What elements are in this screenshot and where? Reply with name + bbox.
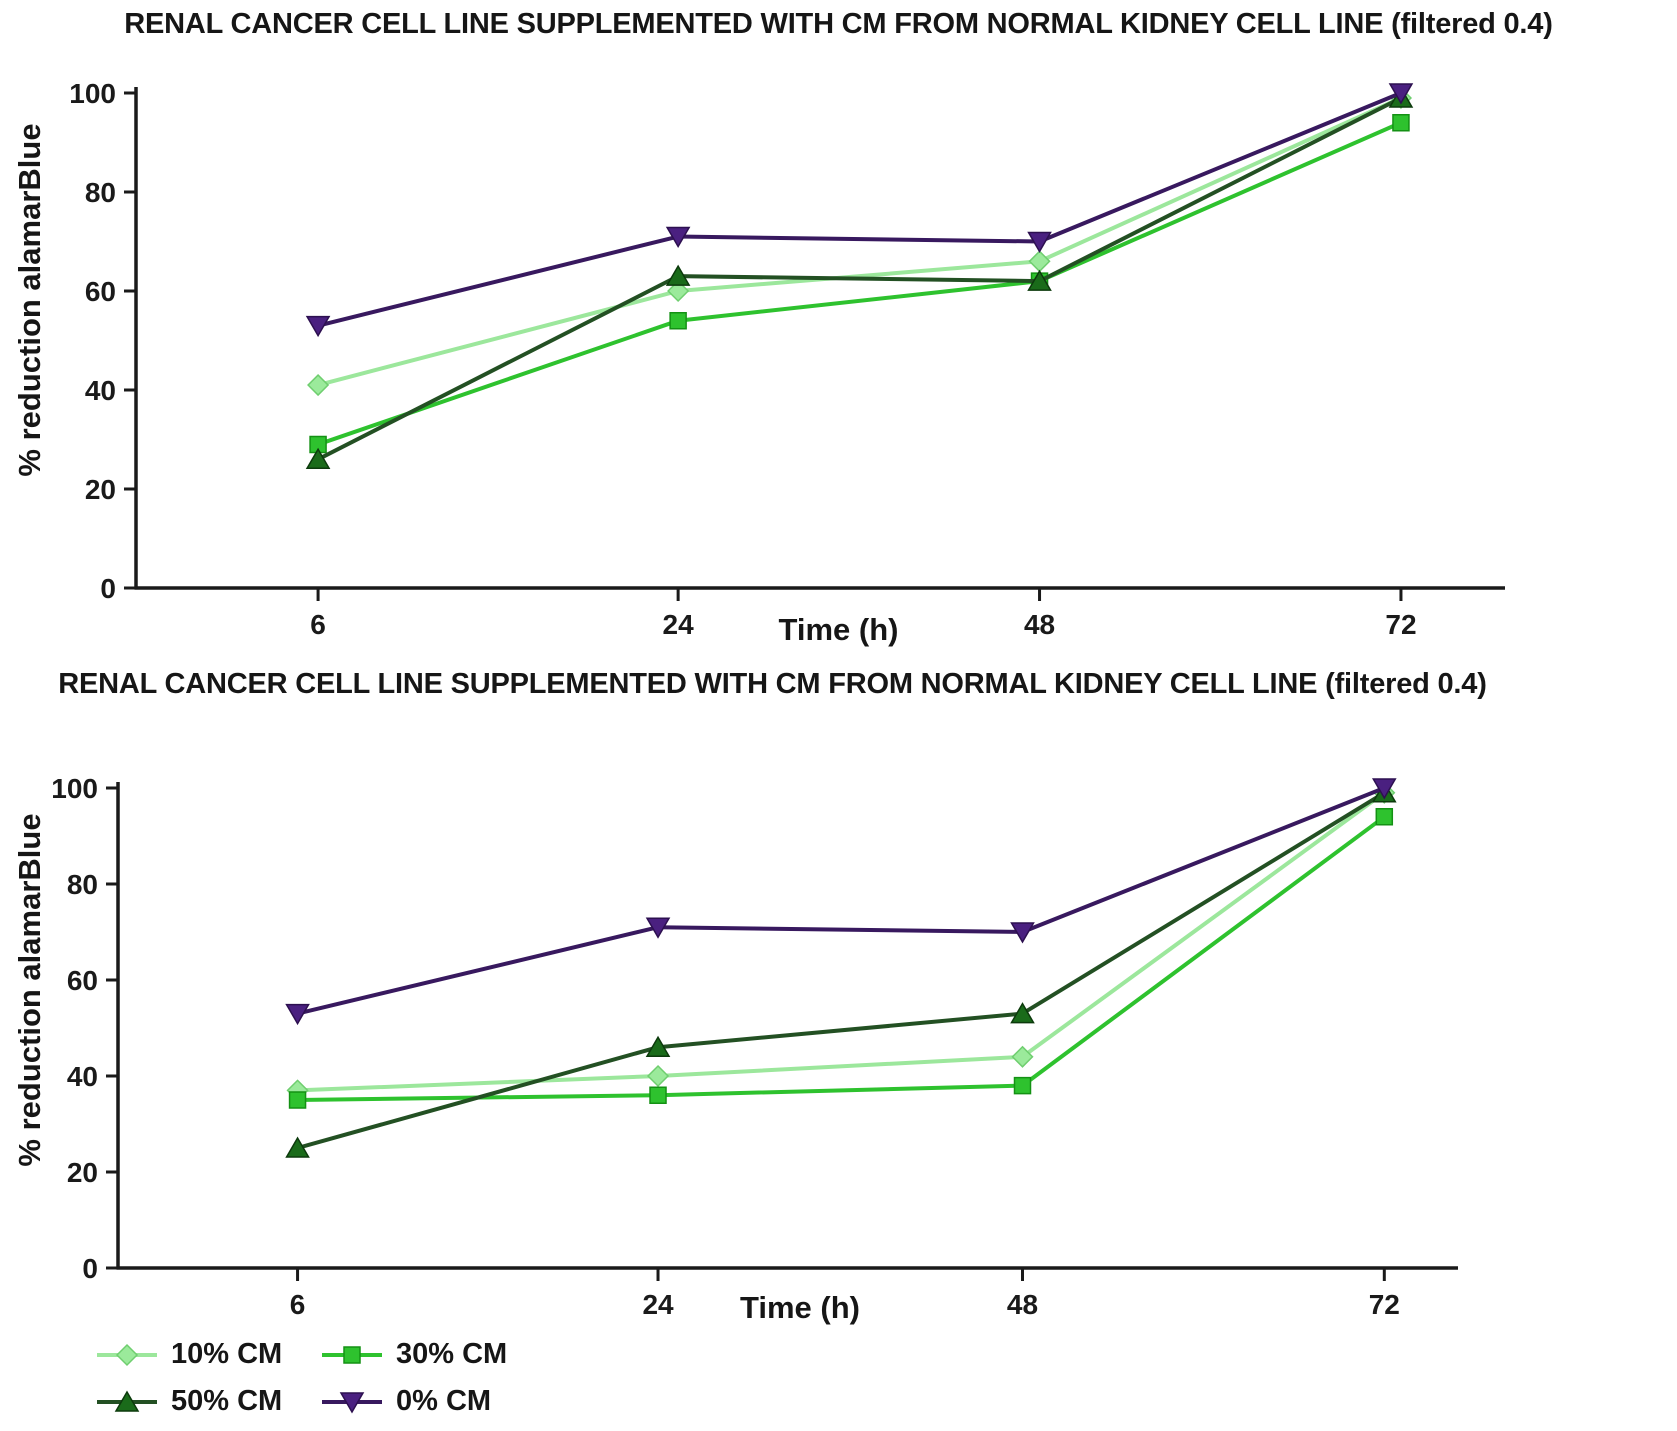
legend-item-50-cm: 50% CM xyxy=(95,1385,320,1418)
data-point-marker xyxy=(1388,83,1414,105)
legend-item-0-cm: 0% CM xyxy=(320,1385,507,1418)
chart-2-x-tick-48: 48 xyxy=(1007,1289,1038,1320)
data-point-marker xyxy=(309,435,327,454)
chart-2-x-tick-72: 72 xyxy=(1369,1289,1400,1320)
legend-marker-0-cm-triangle-down-icon xyxy=(322,1391,382,1413)
series-0-cm xyxy=(285,778,1397,1026)
chart-2-title: RENAL CANCER CELL LINE SUPPLEMENTED WITH… xyxy=(58,668,1487,700)
data-point-marker xyxy=(665,264,691,286)
legend-marker-10-cm-diamond-icon xyxy=(97,1343,157,1366)
data-point-marker xyxy=(1013,1076,1032,1095)
chart-1-y-tick-0: 0 xyxy=(100,573,116,604)
series-50-cm xyxy=(305,86,1414,470)
data-point-marker xyxy=(649,1086,667,1104)
data-point-marker xyxy=(669,311,687,330)
data-point-marker xyxy=(305,315,331,338)
data-point-marker xyxy=(305,447,331,470)
series-10-cm xyxy=(286,781,1396,1102)
chart-2-y-tick-100: 100 xyxy=(51,773,98,804)
chart-2-y-axis-label: % reduction alamarBlue xyxy=(12,813,47,1167)
chart-1-y-tick-20: 20 xyxy=(85,474,116,505)
series-10-cm xyxy=(307,86,1413,397)
chart-2-y-tick-40: 40 xyxy=(67,1061,98,1092)
chart-1-x-tick-24: 24 xyxy=(663,609,695,640)
data-point-marker xyxy=(1010,1002,1035,1024)
chart-1-x-axis-label: Time (h) xyxy=(778,612,899,647)
legend-marker-50-cm-triangle-icon xyxy=(97,1390,157,1412)
chart-1-x-tick-6: 6 xyxy=(310,609,326,640)
data-point-marker xyxy=(1375,808,1394,826)
legend-label-10-cm: 10% CM xyxy=(171,1338,283,1370)
series-0-cm xyxy=(305,83,1414,338)
data-point-marker xyxy=(645,917,671,939)
legend-marker-30-cm-square-icon xyxy=(322,1345,382,1364)
data-point-marker xyxy=(665,226,691,249)
legend-label-30-cm: 30% CM xyxy=(396,1338,508,1370)
chart-2-y-tick-80: 80 xyxy=(67,869,98,900)
chart-2-y-tick-0: 0 xyxy=(82,1253,98,1284)
data-point-marker xyxy=(645,1035,671,1057)
data-point-marker xyxy=(1027,231,1052,253)
data-point-marker xyxy=(667,279,690,303)
chart-1: 0 20 40 60 80 100 6 24 48 72 xyxy=(69,78,1505,640)
data-point-marker xyxy=(646,1064,670,1088)
data-point-marker xyxy=(288,1091,307,1109)
chart-2-x-axis-label: Time (h) xyxy=(740,1290,860,1325)
chart-1-y-axis-label: % reduction alamarBlue xyxy=(12,123,47,477)
chart-1-y-tick-40: 40 xyxy=(85,375,116,406)
data-point-marker xyxy=(285,1003,310,1026)
legend-item-10-cm: 10% CM xyxy=(95,1338,320,1371)
data-point-marker xyxy=(1027,269,1052,291)
chart-1-title: RENAL CANCER CELL LINE SUPPLEMENTED WITH… xyxy=(124,8,1553,40)
chart-1-y-tick-80: 80 xyxy=(85,177,116,208)
series-50-cm xyxy=(285,781,1397,1158)
chart-2-x-tick-6: 6 xyxy=(290,1289,306,1320)
data-point-marker xyxy=(307,373,330,397)
series-30-cm xyxy=(288,808,1394,1109)
chart-2-y-tick-60: 60 xyxy=(67,965,98,996)
data-point-marker xyxy=(1392,113,1410,132)
legend-label-0-cm: 0% CM xyxy=(396,1385,492,1417)
chart-1-y-tick-60: 60 xyxy=(85,276,116,307)
data-point-marker xyxy=(1371,778,1397,800)
chart-2-y-tick-20: 20 xyxy=(67,1157,98,1188)
chart-2: 0 20 40 60 80 100 6 24 48 72 xyxy=(51,773,1458,1320)
chart-2-x-tick-24: 24 xyxy=(642,1289,674,1320)
data-point-marker xyxy=(285,1136,310,1158)
data-point-marker xyxy=(1010,922,1035,944)
legend-label-50-cm: 50% CM xyxy=(171,1385,283,1417)
chart-1-x-tick-72: 72 xyxy=(1385,609,1416,640)
legend-item-30-cm: 30% CM xyxy=(320,1338,507,1371)
chart-1-x-tick-48: 48 xyxy=(1024,609,1055,640)
series-30-cm xyxy=(309,113,1410,454)
legend: 10% CM 30% CM 50% CM 0% CM xyxy=(95,1338,507,1418)
data-point-marker xyxy=(1011,1045,1034,1068)
chart-1-y-tick-100: 100 xyxy=(69,78,116,109)
data-point-marker xyxy=(1028,250,1051,273)
